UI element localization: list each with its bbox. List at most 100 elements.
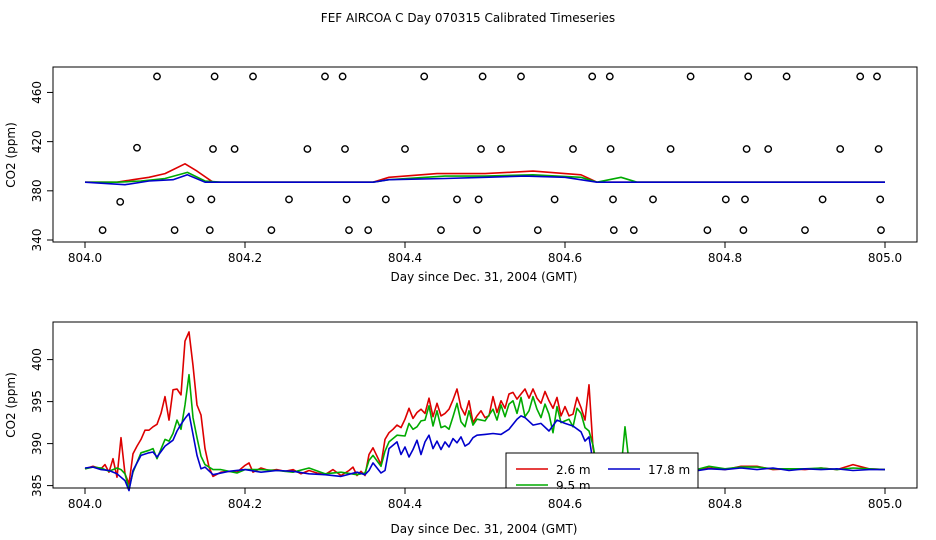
timeseries-series-line	[84, 373, 886, 490]
flags-flag-point	[478, 72, 487, 81]
timeseries-y-tick-label: 385	[30, 474, 44, 497]
timeseries-x-tick-label: 805.0	[868, 497, 902, 511]
flags-flag-point	[876, 195, 885, 204]
legend-label-2-6m: 2.6 m	[556, 463, 591, 477]
flags-flag-point	[303, 145, 312, 153]
flags-flag-point	[801, 226, 809, 235]
flags-flag-point	[605, 72, 614, 81]
flags-flag-point	[341, 145, 349, 153]
flags-flag-point	[703, 226, 712, 235]
flags-flag-point	[517, 72, 525, 81]
flags-flag-point	[207, 195, 216, 204]
flags-x-tick-label: 804.0	[68, 251, 102, 265]
legend-label-17-8m: 17.8 m	[648, 463, 690, 477]
timeseries-y-axis: 385 390 395 400	[30, 348, 53, 497]
flags-flag-point	[741, 195, 749, 204]
flags-flag-point	[550, 195, 559, 204]
flags-flag-point	[569, 145, 577, 153]
flags-flag-point	[609, 226, 618, 235]
flags-flag-point	[588, 72, 597, 81]
flags-x-axis: 804.0 804.2 804.4 804.6 804.8 805.0	[68, 242, 902, 265]
flags-flag-point	[364, 226, 373, 235]
flags-x-tick-label: 804.6	[548, 251, 582, 265]
flags-plot-content	[84, 72, 885, 235]
legend-box	[505, 452, 699, 489]
flags-flag-point	[856, 72, 865, 81]
legend: 2.6 m 17.8 m 9.5 m	[505, 452, 699, 493]
flags-flag-point	[836, 145, 845, 153]
timeseries-y-tick-label: 400	[30, 348, 44, 371]
flags-y-tick-label: 420	[30, 130, 44, 153]
flags-flag-point	[437, 226, 445, 235]
timeseries-x-tick-label: 804.8	[708, 497, 742, 511]
flags-flag-point	[205, 226, 214, 235]
flags-flag-point	[210, 72, 219, 81]
flags-flag-point	[345, 226, 353, 235]
flags-x-tick-label: 804.4	[388, 251, 422, 265]
flags-flag-point	[381, 195, 390, 204]
flags-y-tick-label: 380	[30, 179, 44, 202]
flags-flag-point	[609, 195, 617, 204]
flags-flag-point	[401, 145, 409, 153]
flags-flag-point	[133, 143, 141, 152]
flags-flag-point	[744, 72, 753, 81]
flags-flag-point	[649, 195, 657, 204]
flags-flag-point	[473, 226, 481, 235]
legend-clip	[505, 489, 700, 497]
flags-flag-point	[629, 226, 638, 235]
timeseries-x-axis-label: Day since Dec. 31, 2004 (GMT)	[391, 522, 578, 536]
flags-flag-point	[453, 195, 461, 204]
flags-flag-point	[686, 72, 695, 81]
flags-flag-point	[474, 195, 483, 204]
flags-x-tick-label: 805.0	[868, 251, 902, 265]
flags-flag-point	[267, 226, 276, 235]
flags-flag-point	[477, 145, 485, 153]
flags-flag-point	[116, 197, 125, 206]
flags-series-line	[85, 163, 885, 183]
timeseries-panel: 804.0 804.2 804.4 804.6 804.8 805.0 385 390 395…	[4, 321, 918, 536]
timeseries-x-tick-label: 804.2	[228, 497, 262, 511]
flags-flag-point	[742, 145, 751, 153]
flags-flag-point	[764, 145, 773, 153]
timeseries-x-tick-label: 804.6	[548, 497, 582, 511]
flags-flag-point	[420, 72, 429, 81]
flags-flag-point	[606, 145, 615, 153]
flags-flag-point	[739, 226, 748, 235]
flags-flag-point	[98, 226, 107, 235]
timeseries-plot-box	[52, 321, 918, 489]
flags-flag-point	[338, 72, 347, 81]
timeseries-x-tick-label: 804.4	[388, 497, 422, 511]
flags-flag-point	[249, 72, 257, 81]
flags-y-tick-label: 460	[30, 81, 44, 104]
timeseries-x-axis: 804.0 804.2 804.4 804.6 804.8 805.0	[68, 488, 902, 511]
flags-flag-point	[497, 145, 505, 153]
flags-flag-point	[230, 145, 239, 153]
flags-flag-point	[285, 195, 293, 204]
flags-flag-point	[782, 72, 791, 81]
flags-flag-point	[186, 195, 195, 204]
figure-title: FEF AIRCOA C Day 070315 Calibrated Times…	[321, 11, 615, 25]
flags-x-tick-label: 804.2	[228, 251, 262, 265]
timeseries-y-tick-label: 390	[30, 432, 44, 455]
flags-x-axis-label: Day since Dec. 31, 2004 (GMT)	[391, 270, 578, 284]
flags-flag-point	[874, 145, 883, 153]
flags-flag-point	[209, 145, 217, 153]
timeseries-y-tick-label: 395	[30, 390, 44, 413]
timeseries-series-line	[84, 331, 886, 485]
flags-flag-point	[342, 195, 351, 204]
flags-flag-point	[321, 72, 329, 81]
timeseries-plot-content	[84, 331, 886, 492]
flags-flag-point	[666, 145, 675, 153]
flags-y-axis: 340 380 420 460	[30, 81, 53, 251]
flags-flag-point	[153, 72, 161, 81]
timeseries-x-tick-label: 804.0	[68, 497, 102, 511]
flags-plot-box	[52, 66, 918, 243]
flags-series-line	[84, 174, 885, 186]
flags-x-tick-label: 804.8	[708, 251, 742, 265]
flags-flag-point	[877, 226, 885, 235]
timeseries-y-axis-label: CO2 (ppm)	[4, 372, 18, 438]
flags-flag-point	[170, 226, 179, 235]
flags-flag-point	[873, 72, 881, 81]
flags-flag-point	[533, 226, 542, 235]
